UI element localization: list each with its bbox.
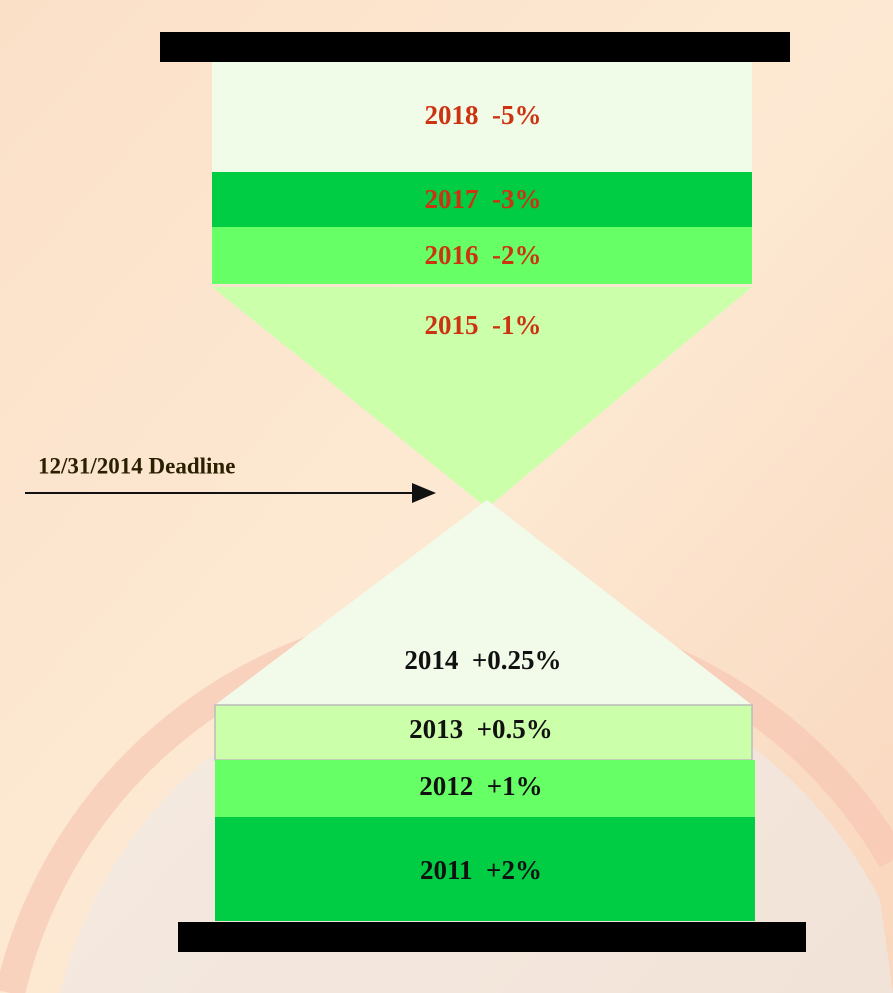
bottom-triangle [215, 500, 752, 705]
deadline-label: 12/31/2014 Deadline [38, 453, 235, 478]
segment-label: 2018 -5% [425, 100, 542, 130]
segment [215, 817, 755, 921]
segment [212, 62, 752, 172]
segment-label: 2012 +1% [419, 771, 542, 801]
top-triangle [212, 287, 752, 508]
segment-label: 2013 +0.5% [409, 714, 553, 744]
segment-label: 2017 -3% [425, 184, 542, 214]
segment-label: 2016 -2% [425, 240, 542, 270]
segment-label: 2015 -1% [425, 310, 542, 340]
segment-label: 2011 +2% [420, 855, 542, 885]
bottom-bar [178, 922, 806, 952]
segment [212, 227, 752, 284]
segment [212, 172, 752, 227]
segment [214, 704, 753, 761]
segment-label: 2014 +0.25% [404, 645, 561, 675]
segment [215, 760, 755, 817]
top-bar [160, 32, 790, 62]
